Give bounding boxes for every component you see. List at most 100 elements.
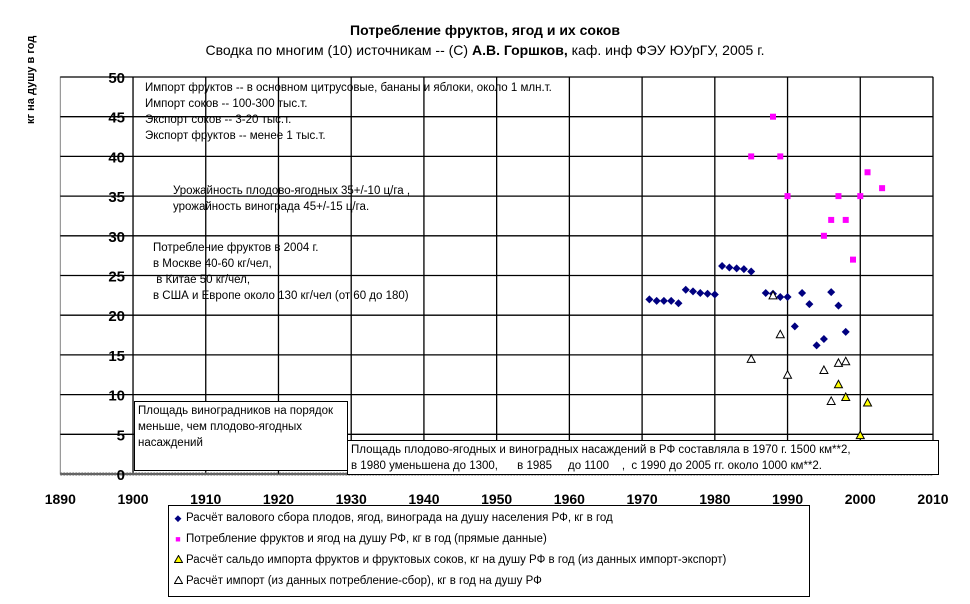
x-tick-label: 1900 <box>117 491 148 507</box>
data-point-triangle <box>855 430 866 440</box>
data-point-triangle <box>840 391 851 401</box>
x-tick-label: 1940 <box>408 491 439 507</box>
triangle-white-marker-icon <box>173 571 183 592</box>
y-tick-label: 5 <box>117 427 125 444</box>
subtitle-author: А.В. Горшков, <box>471 42 568 58</box>
diamond-marker-icon: ◆ <box>174 513 182 523</box>
legend: ◆ Расчёт валового сбора плодов, ягод, вин… <box>168 505 810 597</box>
data-point-diamond <box>659 296 668 305</box>
axis-ticks: 0 5 10 15 20 25 30 35 40 45 50 1890 1900 1910 1920 1930… <box>45 70 949 507</box>
data-point-diamond <box>710 290 719 299</box>
data-point-diamond <box>703 289 712 298</box>
y-tick-label: 40 <box>108 149 125 166</box>
data-point-diamond <box>696 288 705 297</box>
annotation-vineyards: Площадь виноградников на порядок меньше,… <box>134 401 348 471</box>
data-point-triangle <box>826 395 837 405</box>
data-point-diamond <box>739 265 748 274</box>
annotation-line: урожайность винограда 45+/-15 ц/га. <box>173 201 370 213</box>
data-point-diamond <box>674 299 683 308</box>
annotation-consumption-2004: Потребление фруктов в 2004 г. в Москве 4… <box>153 240 409 304</box>
data-point-diamond <box>747 267 756 276</box>
data-point-square <box>770 113 777 120</box>
y-tick-label: 30 <box>108 229 125 246</box>
x-tick-label: 1990 <box>772 491 803 507</box>
legend-label: Расчёт импорт (из данных потребление-сбо… <box>186 575 542 587</box>
data-point-diamond <box>812 341 821 350</box>
annotation-area: Площадь плодово-ягодных и виноградных на… <box>347 440 939 475</box>
data-point-diamond <box>761 288 770 297</box>
legend-item: Расчёт сальдо импорта фруктов и фруктовы… <box>173 550 805 571</box>
chart-title: Потребление фруктов, ягод и их соков <box>350 22 620 38</box>
data-point-square <box>879 185 886 192</box>
legend-label: Расчёт валового сбора плодов, ягод, вино… <box>186 512 613 524</box>
data-point-square <box>777 153 784 160</box>
annotation-line: Экспорт соков -- 3-20 тыс.т. <box>145 114 292 126</box>
legend-item: ■ Потребление фруктов и ягод на душу РФ, … <box>173 529 805 550</box>
x-tick-label: 1950 <box>481 491 512 507</box>
data-point-diamond <box>725 263 734 272</box>
data-point-diamond <box>798 288 807 297</box>
annotation-line: в Китае 50 кг/чел, <box>153 274 251 286</box>
data-point-diamond <box>667 296 676 305</box>
data-point-diamond <box>689 287 698 296</box>
data-point-square <box>864 169 871 176</box>
data-point-diamond <box>805 300 814 309</box>
annotation-line: в 1980 уменьшена до 1300, в 1985 до 1100… <box>351 460 822 472</box>
data-point-triangle <box>782 369 793 379</box>
x-tick-label: 1890 <box>45 491 76 507</box>
annotation-line: Импорт фруктов -- в основном цитрусовые,… <box>145 82 552 94</box>
annotation-import-export: Импорт фруктов -- в основном цитрусовые,… <box>145 80 552 144</box>
data-point-triangle <box>840 356 851 366</box>
data-point-triangle <box>862 397 873 407</box>
data-point-square <box>835 193 842 200</box>
legend-item: ◆ Расчёт валового сбора плодов, ягод, вин… <box>173 508 805 529</box>
data-point-diamond <box>819 335 828 344</box>
data-point-triangle <box>833 379 844 389</box>
data-point-square <box>857 193 864 200</box>
subtitle-part: Сводка по многим (10) источникам -- (С) <box>205 42 472 58</box>
legend-item: Расчёт импорт (из данных потребление-сбо… <box>173 571 805 592</box>
data-point-diamond <box>783 292 792 301</box>
data-point-diamond <box>718 261 727 270</box>
data-point-diamond <box>841 327 850 336</box>
data-point-diamond <box>790 322 799 331</box>
triangle-yellow-marker-icon <box>173 550 183 571</box>
data-point-diamond <box>652 296 661 305</box>
grid <box>59 76 934 476</box>
data-point-diamond <box>681 285 690 294</box>
y-tick-label: 0 <box>117 467 125 484</box>
annotation-yield: Урожайность плодово-ягодных 35+/-10 ц/га… <box>173 183 410 215</box>
annotation-line: Потребление фруктов в 2004 г. <box>153 242 319 254</box>
data-point-diamond <box>827 288 836 297</box>
data-point-square <box>748 153 755 160</box>
y-tick-label: 35 <box>108 189 125 206</box>
y-tick-label: 15 <box>108 348 125 365</box>
x-tick-label: 2010 <box>917 491 948 507</box>
data-point-triangle <box>746 353 757 363</box>
x-tick-label: 1910 <box>190 491 221 507</box>
x-tick-label: 1960 <box>554 491 585 507</box>
data-point-triangle <box>833 357 844 367</box>
legend-label: Потребление фруктов и ягод на душу РФ, к… <box>186 533 547 545</box>
y-tick-label: 25 <box>108 269 125 286</box>
annotation-line: Урожайность плодово-ягодных 35+/-10 ц/га… <box>173 185 411 197</box>
data-point-diamond <box>732 264 741 273</box>
data-point-triangle <box>768 290 778 300</box>
annotation-line: в США и Европе около 130 кг/чел (от 60 д… <box>153 290 409 302</box>
data-point-square <box>828 216 835 223</box>
data-point-square <box>842 216 849 223</box>
x-tick-label: 1980 <box>699 491 730 507</box>
y-tick-label: 50 <box>108 70 125 87</box>
data-point-diamond <box>776 292 785 301</box>
data-point-diamond <box>834 301 843 310</box>
annotation-line: Экспорт фруктов -- менее 1 тыс.т. <box>145 130 326 142</box>
chart-subtitle: Сводка по многим (10) источникам -- (С) … <box>0 42 970 58</box>
x-tick-label: 2000 <box>845 491 876 507</box>
x-tick-label: 1970 <box>627 491 658 507</box>
data-points <box>645 113 886 440</box>
data-point-triangle <box>819 364 829 374</box>
annotation-line: в Москве 40-60 кг/чел, <box>153 258 272 270</box>
x-tick-label: 1930 <box>336 491 367 507</box>
square-marker-icon: ■ <box>175 534 181 544</box>
